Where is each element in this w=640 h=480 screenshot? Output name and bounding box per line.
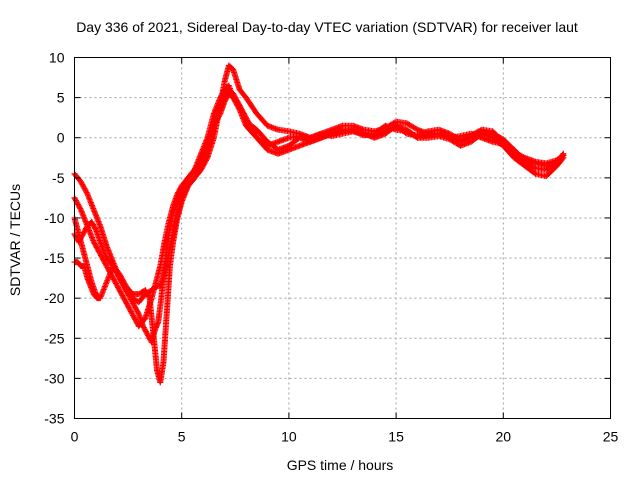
x-tick-label: 10 — [281, 429, 297, 445]
data-point — [145, 293, 152, 300]
y-tick-label: -20 — [44, 290, 64, 306]
x-axis-label: GPS time / hours — [287, 457, 394, 473]
y-tick-label: -15 — [44, 250, 64, 266]
x-tick-label: 0 — [71, 429, 79, 445]
series-track-d — [71, 82, 567, 346]
x-tick-label: 20 — [496, 429, 512, 445]
x-tick-label: 5 — [178, 429, 186, 445]
x-tick-label: 15 — [388, 429, 404, 445]
data-point — [381, 128, 388, 135]
y-tick-label: -25 — [44, 330, 64, 346]
data-point — [379, 129, 386, 136]
y-axis-ticks: -35 -30 -25 -20 -15 -10 -5 0 5 10 — [44, 50, 611, 427]
data-point — [531, 169, 538, 176]
y-tick-label: -5 — [52, 170, 65, 186]
data-point — [559, 153, 566, 160]
x-tick-label: 25 — [603, 429, 619, 445]
y-axis-label: SDTVAR / TECUs — [7, 184, 23, 296]
x-gridlines — [181, 57, 504, 419]
data-point — [413, 125, 420, 132]
x-axis-ticks: 0 5 10 15 20 25 — [71, 57, 619, 445]
y-tick-label: 0 — [57, 130, 65, 146]
y-tick-label: -30 — [44, 370, 64, 386]
data-point — [77, 205, 84, 212]
data-point — [135, 309, 142, 316]
data-point — [520, 154, 527, 161]
y-tick-label: -35 — [44, 411, 64, 427]
data-points — [71, 62, 567, 386]
plot-frame — [74, 57, 611, 419]
data-point — [92, 225, 99, 232]
chart-title: Day 336 of 2021, Sidereal Day-to-day VTE… — [76, 19, 578, 35]
data-point — [83, 189, 90, 196]
y-tick-label: 10 — [49, 50, 65, 66]
y-tick-label: 5 — [57, 90, 65, 106]
y-tick-label: -10 — [44, 210, 64, 226]
y-gridlines — [74, 97, 611, 379]
series-track-e — [71, 259, 103, 302]
data-point — [560, 152, 567, 159]
data-point — [96, 295, 103, 302]
series-track-a — [71, 62, 567, 306]
data-point — [235, 105, 242, 112]
